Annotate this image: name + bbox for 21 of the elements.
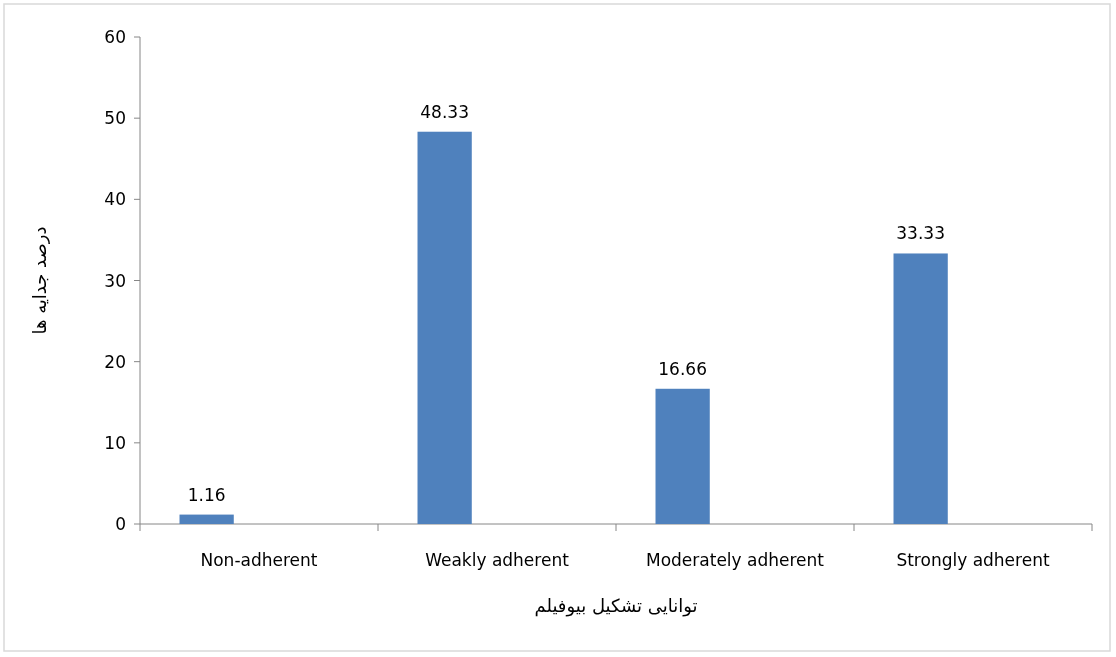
bar	[179, 514, 234, 524]
x-axis-title: توانایی تشکیل بیوفیلم	[534, 595, 698, 617]
x-tick-label: Weakly adherent	[425, 550, 570, 570]
x-tick-label: Non-adherent	[200, 550, 318, 570]
data-label: 48.33	[420, 101, 469, 122]
bar	[655, 388, 710, 524]
y-tick-label: 60	[104, 27, 126, 47]
bar	[893, 253, 948, 524]
x-tick-label: Strongly adherent	[896, 550, 1050, 570]
y-tick-label: 20	[104, 351, 126, 372]
y-tick-label: 30	[104, 270, 126, 291]
y-tick-label: 50	[104, 108, 126, 129]
x-tick-label: Moderately adherent	[646, 550, 825, 570]
y-tick-label: 0	[115, 514, 126, 534]
data-label: 16.66	[658, 358, 707, 379]
y-axis-title: درصد جدایه ها	[29, 226, 50, 335]
bar	[417, 131, 472, 524]
data-label: 33.33	[896, 223, 945, 244]
y-tick-label: 40	[104, 189, 126, 210]
y-tick-label: 10	[104, 432, 126, 453]
data-label: 1.16	[187, 484, 226, 505]
